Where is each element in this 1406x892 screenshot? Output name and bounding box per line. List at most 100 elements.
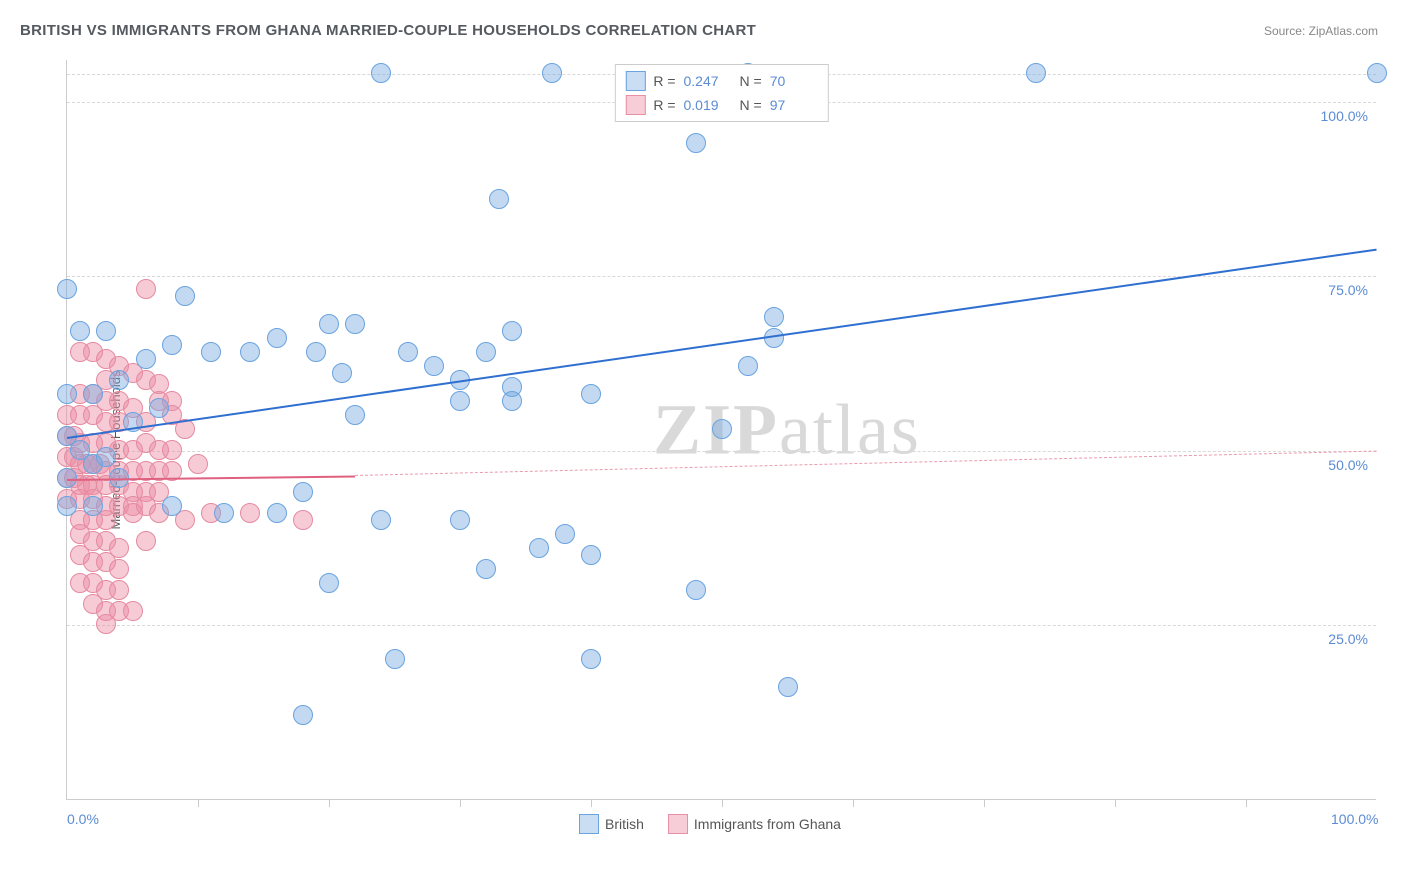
data-point [778, 677, 798, 697]
trend-line [355, 451, 1377, 476]
stats-legend: R = 0.247 N = 70 R = 0.019 N = 97 [614, 64, 828, 122]
data-point [764, 307, 784, 327]
x-tick [198, 799, 199, 807]
data-point [136, 531, 156, 551]
data-point [162, 496, 182, 516]
stat-val-n: 70 [770, 73, 818, 89]
stat-val-n: 97 [770, 97, 818, 113]
data-point [293, 482, 313, 502]
data-point [476, 342, 496, 362]
source-link[interactable]: ZipAtlas.com [1309, 24, 1378, 38]
data-point [529, 538, 549, 558]
data-point [83, 496, 103, 516]
gridline [67, 625, 1376, 626]
legend-swatch [625, 95, 645, 115]
watermark: ZIPatlas [653, 388, 921, 471]
y-tick-label: 100.0% [1321, 108, 1368, 124]
data-point [424, 356, 444, 376]
data-point [581, 545, 601, 565]
data-point [345, 405, 365, 425]
data-point [450, 391, 470, 411]
stat-val-r: 0.247 [684, 73, 732, 89]
data-point [149, 398, 169, 418]
y-tick-label: 75.0% [1328, 282, 1368, 298]
data-point [109, 370, 129, 390]
data-point [96, 321, 116, 341]
legend-swatch [668, 814, 688, 834]
data-point [240, 342, 260, 362]
data-point [293, 510, 313, 530]
data-point [175, 286, 195, 306]
data-point [123, 601, 143, 621]
data-point [96, 614, 116, 634]
data-point [136, 279, 156, 299]
legend-label: British [605, 816, 644, 832]
data-point [57, 279, 77, 299]
data-point [738, 356, 758, 376]
legend-label: Immigrants from Ghana [694, 816, 841, 832]
source-label: Source: [1264, 24, 1309, 38]
legend-swatch [579, 814, 599, 834]
source-attribution: Source: ZipAtlas.com [1264, 24, 1378, 38]
x-tick [984, 799, 985, 807]
data-point [201, 342, 221, 362]
data-point [686, 580, 706, 600]
data-point [371, 510, 391, 530]
data-point [385, 649, 405, 669]
data-point [371, 63, 391, 83]
data-point [70, 321, 90, 341]
x-tick [460, 799, 461, 807]
stats-legend-row: R = 0.019 N = 97 [625, 93, 817, 117]
data-point [188, 454, 208, 474]
x-tick [329, 799, 330, 807]
data-point [83, 384, 103, 404]
data-point [332, 363, 352, 383]
data-point [764, 328, 784, 348]
x-tick [591, 799, 592, 807]
data-point [1026, 63, 1046, 83]
data-point [123, 503, 143, 523]
data-point [1367, 63, 1387, 83]
data-point [686, 133, 706, 153]
data-point [136, 349, 156, 369]
x-axis-label: 100.0% [1331, 811, 1378, 827]
data-point [57, 496, 77, 516]
data-point [162, 440, 182, 460]
data-point [319, 314, 339, 334]
data-point [162, 335, 182, 355]
x-tick [853, 799, 854, 807]
stat-key-r: R = [653, 97, 675, 113]
data-point [306, 342, 326, 362]
series-legend: British Immigrants from Ghana [579, 814, 841, 834]
chart-title: BRITISH VS IMMIGRANTS FROM GHANA MARRIED… [20, 22, 756, 39]
data-point [581, 384, 601, 404]
stat-key-n: N = [740, 73, 762, 89]
data-point [57, 468, 77, 488]
data-point [450, 510, 470, 530]
stat-key-r: R = [653, 73, 675, 89]
y-tick-label: 50.0% [1328, 457, 1368, 473]
watermark-rest: atlas [779, 389, 921, 469]
data-point [502, 391, 522, 411]
data-point [345, 314, 365, 334]
data-point [57, 384, 77, 404]
data-point [581, 649, 601, 669]
gridline [67, 451, 1376, 452]
data-point [109, 559, 129, 579]
stat-key-n: N = [740, 97, 762, 113]
data-point [542, 63, 562, 83]
legend-item: British [579, 814, 644, 834]
x-tick [1246, 799, 1247, 807]
stats-legend-row: R = 0.247 N = 70 [625, 69, 817, 93]
data-point [502, 321, 522, 341]
data-point [712, 419, 732, 439]
x-tick [722, 799, 723, 807]
data-point [319, 573, 339, 593]
data-point [293, 705, 313, 725]
stat-val-r: 0.019 [684, 97, 732, 113]
data-point [476, 559, 496, 579]
data-point [214, 503, 234, 523]
data-point [109, 580, 129, 600]
data-point [96, 447, 116, 467]
legend-item: Immigrants from Ghana [668, 814, 841, 834]
